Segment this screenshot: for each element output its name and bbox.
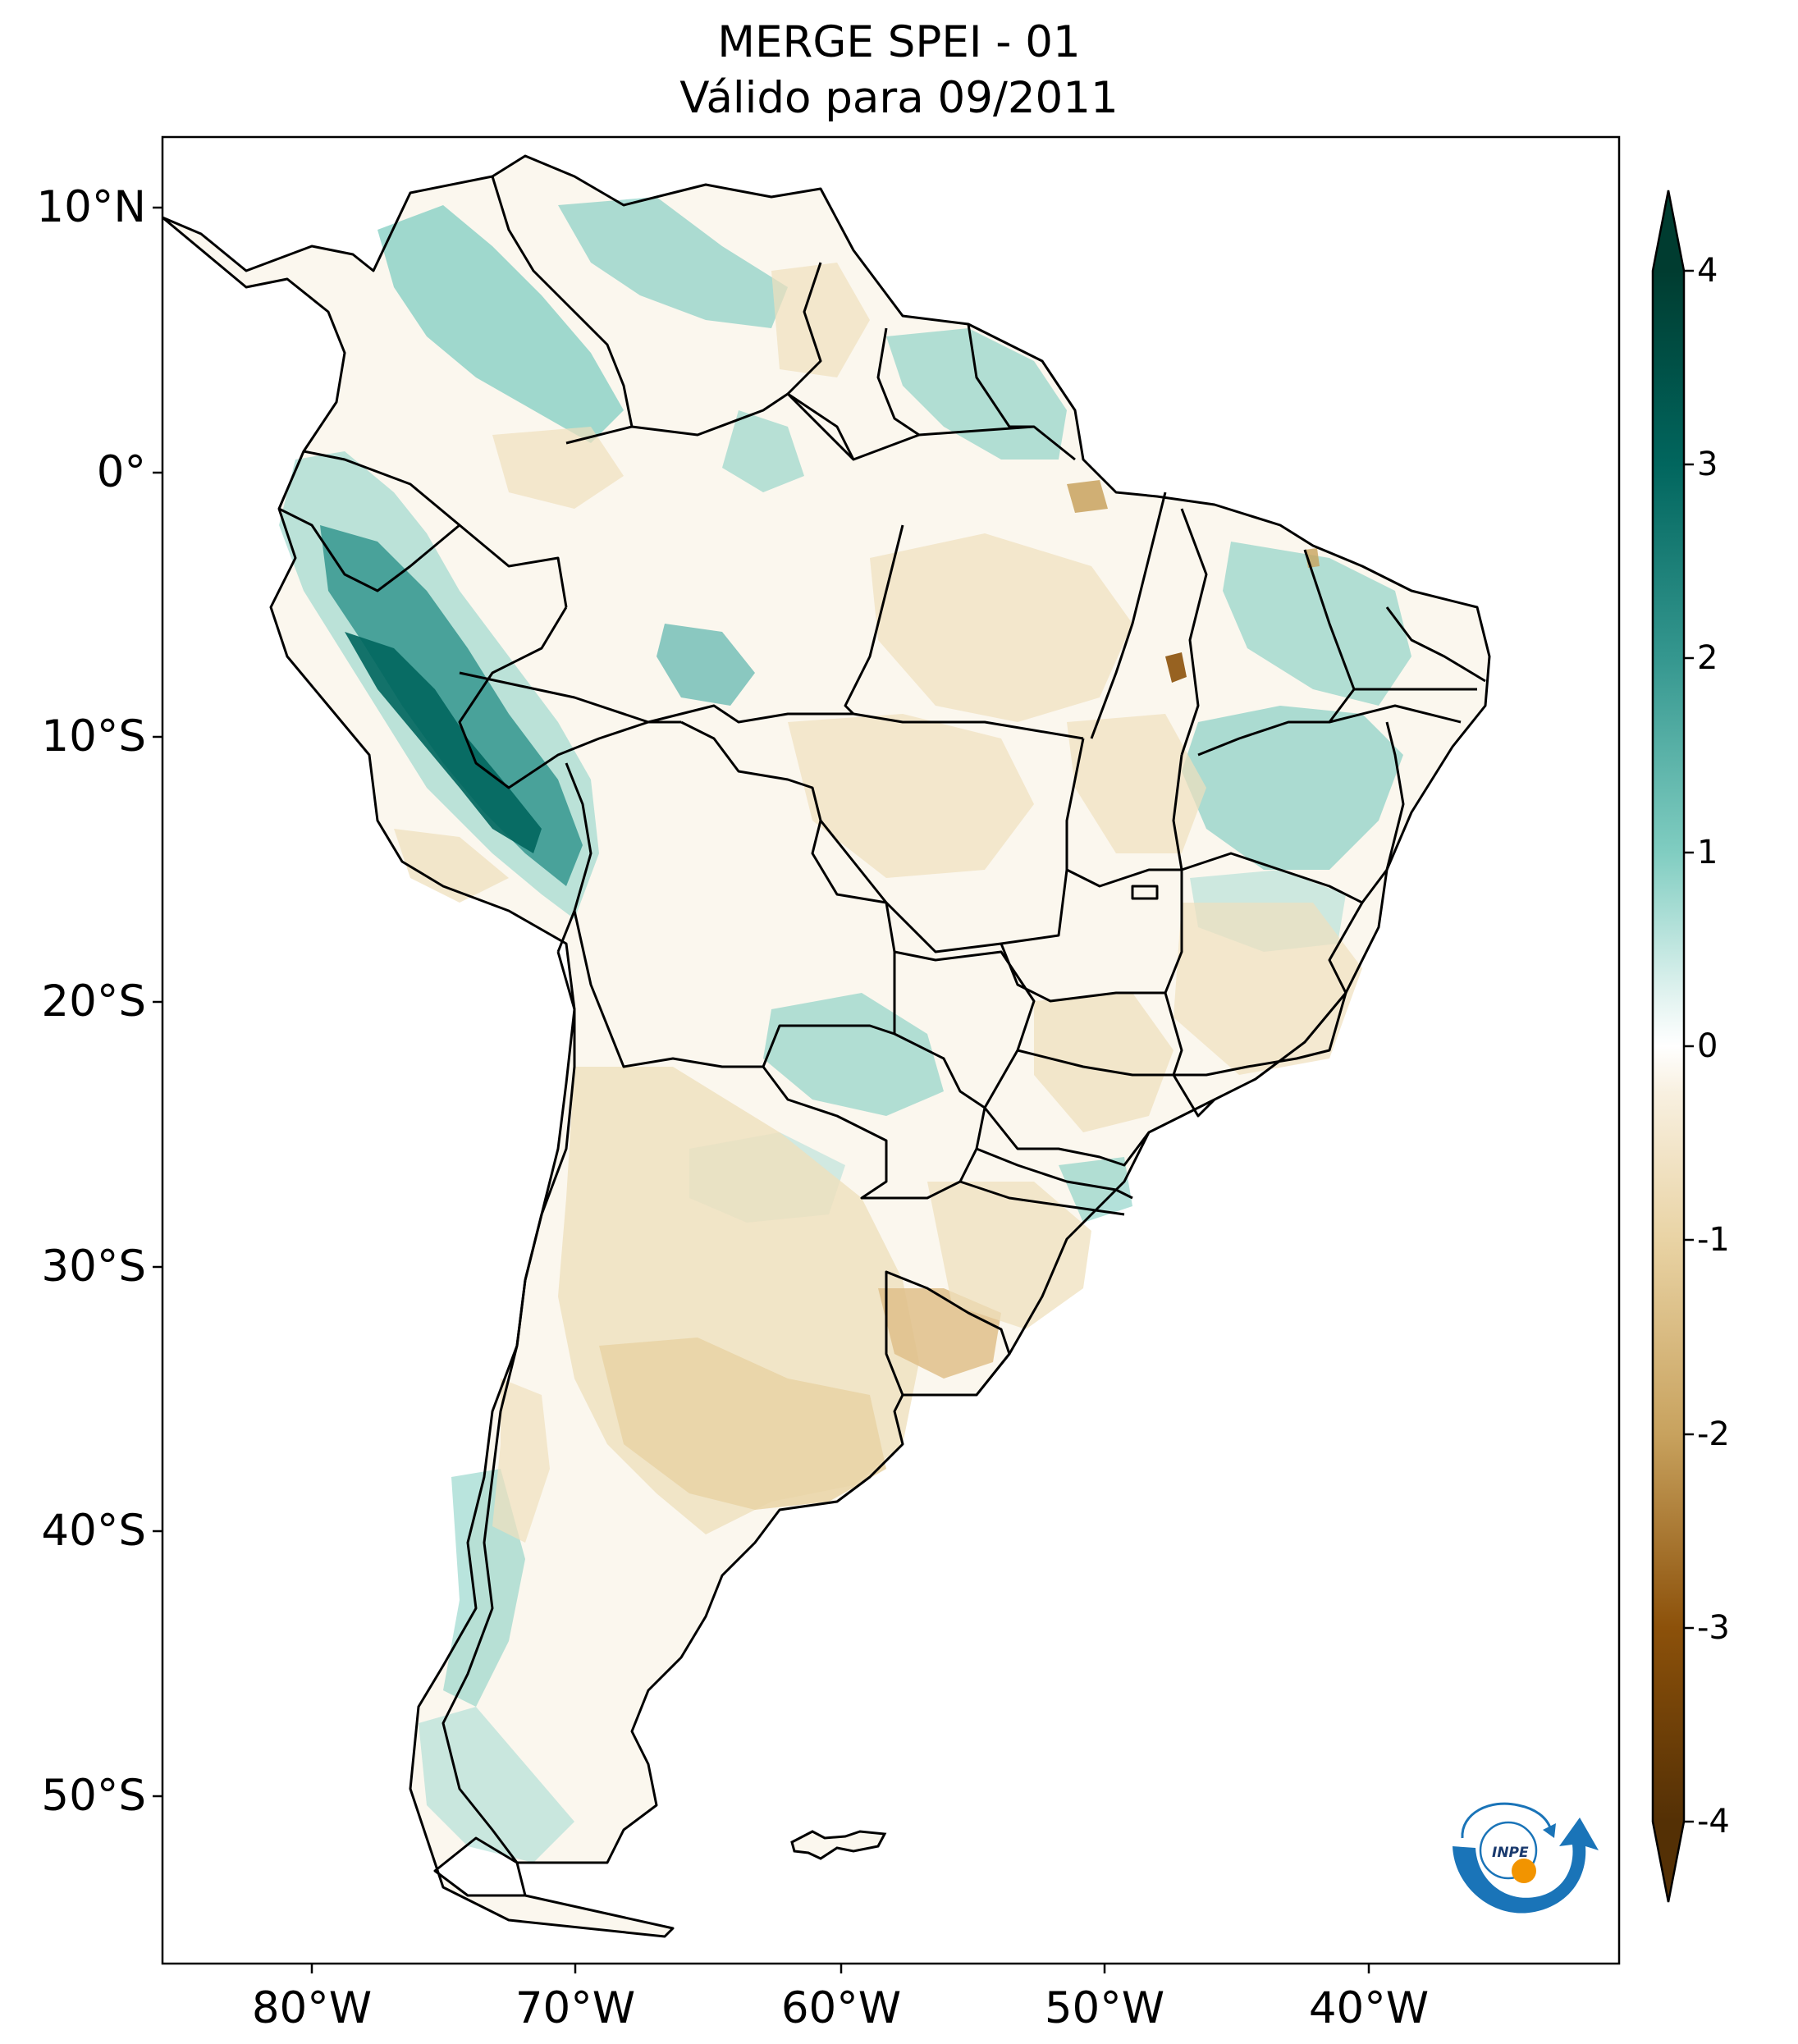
border-ms (894, 950, 1036, 1109)
border-amazonas-south (459, 671, 1084, 740)
colorbar-tick-label: -4 (1697, 1803, 1730, 1841)
border-federal-district (1131, 885, 1159, 900)
border-guyana-suriname (876, 327, 920, 437)
lat-label-30s: 30°S (41, 1241, 146, 1292)
falkland-islands (790, 1830, 887, 1860)
lat-label-0: 0° (96, 447, 146, 497)
map-subtitle: Válido para 09/2011 (679, 73, 1119, 123)
map-panel (162, 154, 1491, 1938)
lon-label-60w: 60°W (780, 1983, 902, 2033)
border-brazil-north (565, 392, 1076, 461)
border-parana (983, 1107, 1151, 1167)
border-ecuador-peru (278, 507, 460, 592)
border-bolivia-brazil (680, 720, 896, 953)
colorbar-tick-label: 2 (1697, 639, 1718, 677)
country-borders (162, 154, 1491, 1938)
border-amazonas-para (844, 524, 904, 716)
border-chile-argentina (441, 951, 576, 1896)
border-maranhao (1180, 508, 1208, 756)
border-ceara-rn (1385, 606, 1486, 683)
border-mt-east (819, 820, 1068, 953)
border-minas (1164, 902, 1364, 1077)
lon-ticks (310, 1964, 1370, 1973)
border-colombia-venezuela (491, 176, 634, 428)
map-title: MERGE SPEI - 01 (717, 17, 1081, 67)
colorbar-tick-label: 4 (1697, 252, 1718, 290)
spei-dry-anomalies (394, 263, 1362, 1543)
border-peru-bolivia (556, 762, 592, 953)
inpe-logo: INPE (1453, 1802, 1599, 1914)
border-bolivia-south (573, 910, 896, 1068)
border-venezuela-guyana (786, 262, 855, 460)
border-peru-brazil (458, 606, 681, 789)
colorbar (1651, 190, 1694, 1903)
lon-label-50w: 50°W (1044, 1983, 1165, 2033)
lat-label-40s: 40°S (41, 1506, 146, 1556)
lat-label-10n: 10°N (36, 182, 146, 232)
inpe-logo-text: INPE (1492, 1845, 1529, 1861)
colorbar-tick-label: -1 (1697, 1221, 1730, 1259)
lat-label-50s: 50°S (41, 1771, 146, 1821)
lat-label-20s: 20°S (41, 976, 146, 1027)
border-bahia (1172, 721, 1405, 904)
colorbar-tick-label: 0 (1697, 1027, 1718, 1065)
colorbar-tick-label: 1 (1697, 834, 1718, 871)
border-goias (1000, 870, 1183, 1003)
lat-label-10s: 10°S (41, 711, 146, 761)
border-pe-pb (1329, 688, 1477, 724)
border-tocantins-west (1065, 738, 1182, 888)
border-sp (1017, 1049, 1216, 1118)
lon-label-70w: 70°W (515, 1983, 636, 2033)
border-para-east (1090, 492, 1167, 739)
border-paraguay (762, 1032, 986, 1200)
border-sc-rs (959, 1147, 1133, 1216)
colorbar-tick-label: -3 (1697, 1609, 1730, 1647)
lon-label-80w: 80°W (251, 1983, 373, 2033)
border-uruguay (885, 1270, 1011, 1397)
lat-ticks (153, 206, 162, 1798)
map-frame (161, 135, 1621, 1965)
colorbar-tick-label: -2 (1697, 1415, 1730, 1453)
colorbar-tick-label: 3 (1697, 446, 1718, 483)
lon-label-40w: 40°W (1308, 1983, 1430, 2033)
